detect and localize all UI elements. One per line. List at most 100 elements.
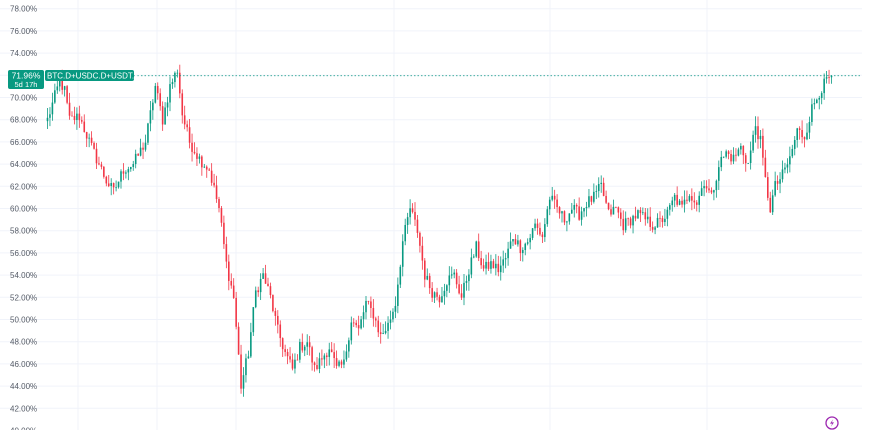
candle-body[interactable] (193, 151, 196, 154)
candle-body[interactable] (88, 137, 90, 139)
candle-body[interactable] (264, 273, 267, 284)
candle-body[interactable] (183, 115, 186, 125)
candle-body[interactable] (526, 242, 529, 244)
candle-body[interactable] (399, 266, 402, 285)
candle-body[interactable] (414, 211, 416, 220)
candle-body[interactable] (585, 206, 588, 209)
candle-body[interactable] (58, 78, 61, 87)
candle-body[interactable] (267, 283, 269, 287)
candle-body[interactable] (308, 342, 311, 348)
candle-body[interactable] (326, 355, 328, 357)
candle-body[interactable] (389, 319, 392, 323)
candle-body[interactable] (764, 157, 767, 178)
candle-body[interactable] (428, 275, 431, 289)
candle-body[interactable] (303, 346, 306, 351)
candle-body[interactable] (612, 206, 615, 215)
candle-body[interactable] (460, 293, 463, 298)
candle-body[interactable] (818, 98, 821, 100)
candle-body[interactable] (122, 171, 125, 174)
candle-body[interactable] (624, 218, 627, 231)
candle-body[interactable] (541, 234, 544, 238)
candle-body[interactable] (237, 326, 240, 355)
candle-body[interactable] (806, 132, 808, 140)
candle-body[interactable] (573, 205, 576, 210)
candle-body[interactable] (228, 261, 230, 281)
candle-body[interactable] (683, 199, 686, 205)
candle-body[interactable] (110, 183, 112, 187)
candle-body[interactable] (495, 263, 497, 269)
candle-body[interactable] (164, 107, 166, 125)
candle-body[interactable] (811, 104, 813, 122)
candle-body[interactable] (470, 257, 473, 275)
candle-body[interactable] (771, 195, 774, 213)
candle-body[interactable] (142, 147, 144, 150)
candle-body[interactable] (301, 341, 304, 351)
candle-body[interactable] (737, 149, 740, 156)
candle-body[interactable] (367, 300, 370, 302)
candle-body[interactable] (762, 135, 764, 158)
candle-body[interactable] (497, 263, 500, 273)
candle-body[interactable] (823, 78, 825, 94)
candle-body[interactable] (661, 218, 664, 223)
candle-body[interactable] (250, 332, 252, 357)
candle-body[interactable] (698, 195, 700, 205)
candle-body[interactable] (504, 258, 507, 260)
candle-body[interactable] (218, 199, 220, 209)
candle-body[interactable] (676, 194, 678, 205)
candle-body[interactable] (446, 285, 448, 291)
candle-body[interactable] (174, 72, 176, 83)
candle-body[interactable] (730, 153, 732, 162)
candle-body[interactable] (747, 163, 749, 164)
candle-body[interactable] (742, 145, 745, 156)
candle-body[interactable] (607, 202, 610, 210)
candle-body[interactable] (311, 347, 313, 363)
candle-body[interactable] (722, 156, 725, 158)
candle-body[interactable] (791, 148, 794, 157)
candle-body[interactable] (784, 167, 786, 170)
candle-body[interactable] (735, 154, 737, 156)
candle-body[interactable] (830, 75, 833, 78)
candle-body[interactable] (81, 120, 83, 122)
candle-body[interactable] (235, 297, 237, 327)
candle-body[interactable] (749, 150, 752, 164)
candle-body[interactable] (289, 356, 291, 360)
candle-body[interactable] (779, 179, 781, 184)
candle-body[interactable] (299, 341, 301, 360)
candle-body[interactable] (272, 295, 274, 312)
candle-body[interactable] (409, 208, 411, 218)
candle-body[interactable] (152, 102, 154, 111)
candle-body[interactable] (480, 258, 482, 266)
candle-body[interactable] (718, 167, 720, 181)
candle-body[interactable] (125, 172, 127, 174)
candle-body[interactable] (798, 128, 801, 130)
candle-body[interactable] (828, 77, 830, 78)
candle-body[interactable] (548, 199, 551, 210)
candle-body[interactable] (103, 166, 105, 177)
candle-body[interactable] (382, 333, 384, 334)
candle-body[interactable] (352, 322, 355, 324)
candle-body[interactable] (365, 300, 367, 313)
candle-body[interactable] (421, 245, 424, 261)
candle-body[interactable] (539, 227, 541, 235)
candle-body[interactable] (426, 275, 429, 280)
candle-body[interactable] (438, 296, 441, 303)
candle-body[interactable] (416, 219, 419, 233)
candle-body[interactable] (100, 164, 103, 167)
candle-body[interactable] (296, 359, 299, 361)
candle-body[interactable] (132, 164, 135, 167)
candle-body[interactable] (338, 361, 340, 366)
candle-body[interactable] (688, 196, 691, 201)
candle-body[interactable] (524, 243, 527, 251)
candle-body[interactable] (355, 322, 357, 326)
candle-body[interactable] (171, 82, 174, 85)
candle-body[interactable] (127, 169, 130, 173)
candle-body[interactable] (71, 115, 73, 117)
candle-body[interactable] (323, 355, 326, 360)
candle-body[interactable] (262, 273, 264, 279)
candle-body[interactable] (536, 223, 539, 228)
candle-body[interactable] (372, 308, 375, 319)
candle-body[interactable] (328, 349, 331, 357)
candle-body[interactable] (774, 181, 776, 196)
candle-body[interactable] (453, 272, 455, 275)
candle-body[interactable] (93, 142, 95, 149)
